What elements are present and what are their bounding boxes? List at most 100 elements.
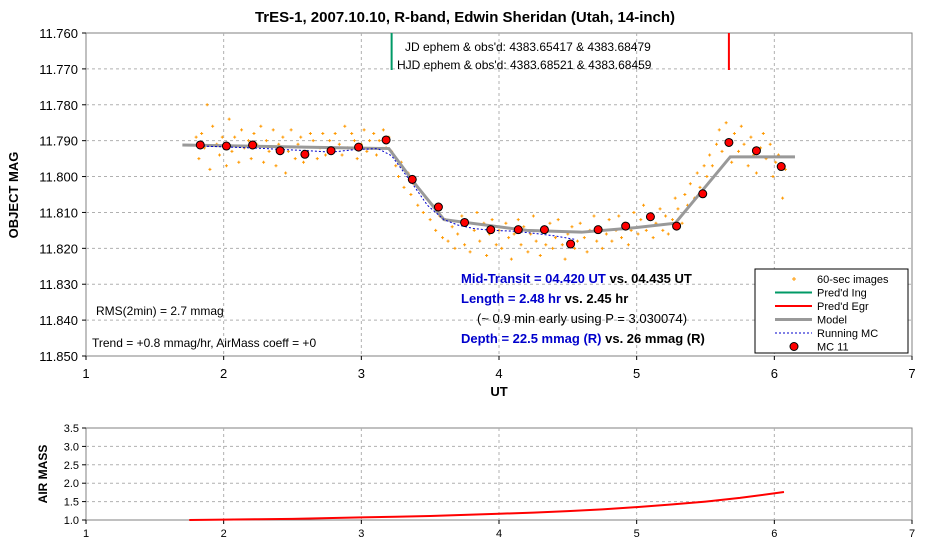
image-point	[409, 193, 413, 196]
image-point	[742, 142, 746, 146]
image-point	[296, 142, 300, 146]
image-point	[453, 246, 457, 250]
image-point	[504, 221, 508, 225]
x-tick-label: 7	[909, 528, 915, 540]
legend-label: 60-sec images	[817, 274, 889, 286]
image-point	[227, 117, 231, 121]
image-point	[720, 149, 724, 153]
image-point	[626, 243, 630, 247]
image-point	[208, 167, 212, 171]
image-point	[333, 131, 337, 135]
x-tick-label: 1	[82, 366, 89, 381]
mc11-point	[593, 225, 603, 235]
image-point	[463, 243, 467, 247]
image-point	[394, 164, 398, 168]
image-point	[695, 171, 699, 175]
y-tick-label: 11.790	[39, 134, 78, 149]
x-tick-label: 3	[358, 528, 364, 540]
x-tick-label: 5	[634, 528, 640, 540]
air-mass-line	[189, 491, 785, 521]
image-point	[377, 139, 381, 143]
y-tick-label: 3.0	[64, 441, 79, 453]
image-point	[343, 124, 347, 128]
image-point	[230, 149, 234, 153]
image-point	[556, 218, 560, 222]
mc11-point	[645, 212, 655, 222]
image-point	[500, 246, 504, 250]
image-point	[604, 232, 608, 236]
image-point	[362, 128, 366, 132]
legend-label: Running MC	[817, 328, 878, 340]
image-point	[512, 232, 516, 236]
rms-annotation: RMS(2min) = 2.7 mmag	[96, 304, 224, 318]
image-point	[610, 239, 614, 243]
image-point	[450, 225, 454, 229]
image-point	[218, 153, 222, 157]
image-point	[534, 239, 538, 243]
image-point	[761, 131, 765, 135]
image-point	[670, 218, 674, 222]
y-tick-label: 2.5	[64, 460, 79, 472]
mc11-point	[326, 146, 336, 156]
y-tick-label: 3.5	[64, 423, 79, 435]
image-point	[578, 221, 582, 225]
image-point	[781, 196, 785, 200]
image-point	[267, 149, 271, 153]
y-tick-label: 2.0	[64, 478, 79, 490]
x-tick-label: 3	[358, 366, 365, 381]
image-point	[666, 232, 670, 236]
image-point	[651, 236, 655, 240]
image-point	[516, 218, 520, 222]
depth-measured: Depth = 22.5 mmag (R)	[461, 331, 602, 346]
image-point	[472, 228, 476, 232]
image-point	[220, 135, 224, 139]
x-tick-label: 7	[908, 366, 915, 381]
image-point	[730, 160, 734, 164]
trend-annotation: Trend = +0.8 mmag/hr, AirMass coeff = +0	[92, 336, 316, 350]
y-tick-label: 11.820	[39, 241, 78, 256]
image-point	[560, 243, 564, 247]
image-point	[308, 131, 312, 135]
image-point	[644, 228, 648, 232]
x-tick-label: 5	[633, 366, 640, 381]
image-point	[416, 203, 420, 207]
image-point	[293, 157, 297, 161]
jd-annotation: JD ephem & obs'd: 4383.65417 & 4383.6847…	[405, 40, 651, 54]
x-tick-label: 6	[771, 366, 778, 381]
depth-predicted: vs. 26 mmag (R)	[602, 331, 705, 346]
image-point	[676, 207, 680, 211]
image-point	[441, 236, 445, 240]
annotations: JD ephem & obs'd: 4383.65417 & 4383.6847…	[92, 40, 705, 350]
air-mass-series	[189, 491, 785, 521]
x-tick-label: 4	[496, 528, 502, 540]
mc11-point	[621, 221, 631, 231]
image-point	[507, 236, 511, 240]
image-point	[485, 254, 489, 258]
legend-swatch-images	[792, 277, 796, 281]
image-point	[570, 225, 574, 229]
image-point	[281, 135, 285, 139]
y-tick-label: 11.800	[39, 170, 78, 185]
mc11-point	[381, 135, 391, 145]
y-tick-label: 11.830	[39, 277, 78, 292]
image-point	[639, 218, 643, 222]
air-mass-tick-labels: 1.0 1.5 2.0 2.5 3.0 3.5 1 2 3 4 5 6 7	[64, 423, 915, 540]
mc11-point	[751, 146, 761, 156]
image-point	[350, 131, 354, 135]
light-curve-series	[182, 33, 795, 261]
image-point	[538, 254, 542, 258]
mc11-point	[698, 189, 708, 199]
image-point	[683, 193, 687, 196]
image-point	[274, 164, 278, 168]
image-point	[194, 135, 198, 139]
chart-title: TrES-1, 2007.10.10, R-band, Edwin Sherid…	[255, 9, 675, 26]
image-point	[321, 131, 325, 135]
mc11-point	[724, 137, 734, 147]
image-point	[284, 171, 288, 175]
mid-transit-annotation: Mid-Transit = 04.420 UT vs. 04.435 UT	[461, 271, 692, 286]
image-point	[355, 157, 359, 161]
image-point	[311, 139, 315, 143]
image-point	[724, 121, 728, 125]
